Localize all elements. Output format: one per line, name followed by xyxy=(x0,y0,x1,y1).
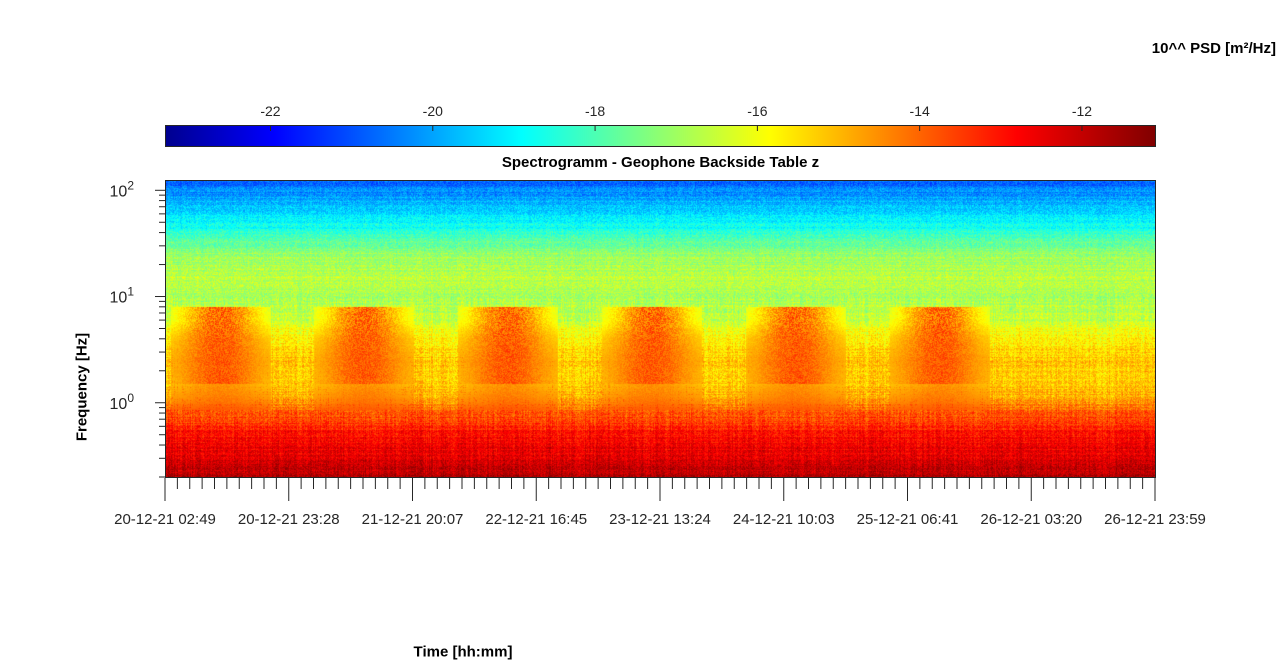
colorbar: -22 -20 -18 -16 -14 -12 xyxy=(165,103,1156,147)
y-tick-label: 100 xyxy=(110,391,135,413)
colorbar-gradient xyxy=(165,125,1156,147)
colorbar-label: 10^^ PSD [m²/Hz] xyxy=(1151,40,1276,57)
x-tick-label: 22-12-21 16:45 xyxy=(485,511,587,528)
colorbar-tick-label: -20 xyxy=(423,103,443,119)
x-tick-label: 20-12-21 02:49 xyxy=(114,511,216,528)
colorbar-tick-label: -22 xyxy=(260,103,280,119)
x-axis: 20-12-21 02:49 20-12-21 23:28 21-12-21 20:… xyxy=(114,478,1206,528)
x-tick-label: 25-12-21 06:41 xyxy=(857,511,959,528)
x-tick-label: 20-12-21 23:28 xyxy=(238,511,340,528)
x-tick-label: 26-12-21 03:20 xyxy=(980,511,1082,528)
colorbar-tick-label: -16 xyxy=(747,103,767,119)
y-tick-label: 101 xyxy=(110,285,135,307)
x-axis-label: Time [hh:mm] xyxy=(413,643,513,661)
y-axis: 100 101 102 xyxy=(110,178,165,478)
x-tick-label: 23-12-21 13:24 xyxy=(609,511,711,528)
x-tick-label: 24-12-21 10:03 xyxy=(733,511,835,528)
chart-title: Spectrogramm - Geophone Backside Table z xyxy=(501,154,820,171)
plot-frame xyxy=(165,180,1156,478)
colorbar-tick-label: -18 xyxy=(585,103,605,119)
x-tick-label: 21-12-21 20:07 xyxy=(362,511,464,528)
colorbar-tick-label: -14 xyxy=(910,103,930,119)
x-tick-label: 26-12-21 23:59 xyxy=(1104,511,1206,528)
spectrogram-heatmap xyxy=(165,180,1155,477)
colorbar-tick-label: -12 xyxy=(1072,103,1092,119)
spectrogram-image xyxy=(165,180,1155,477)
y-tick-label: 102 xyxy=(110,178,135,200)
